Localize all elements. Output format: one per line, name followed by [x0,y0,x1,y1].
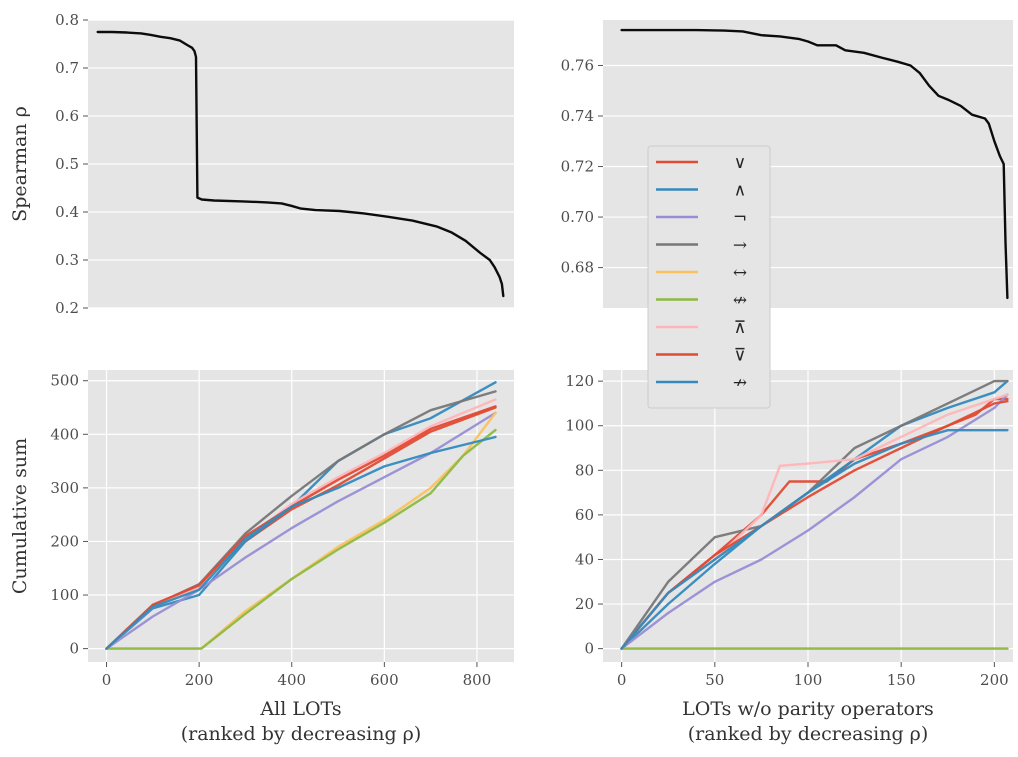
x-tick-label: 50 [705,671,724,689]
y-tick-label: 0 [584,640,594,658]
x-tick-label: 0 [102,671,112,689]
y-tick-label: 0.6 [55,107,79,125]
x-axis-label: LOTs w/o parity operators [682,698,934,720]
y-tick-label: 500 [50,372,79,390]
x-tick-label: 600 [370,671,399,689]
x-tick-label: 200 [980,671,1009,689]
series-line-→ [620,379,1009,650]
y-tick-label: 0.4 [55,203,79,221]
legend-label: ↔ [733,263,747,283]
x-tick-label: 0 [617,671,627,689]
x-axis-label-line2: (ranked by decreasing ρ) [181,723,422,745]
y-tick-label: 0.68 [561,259,594,277]
series-line-¬ [105,411,497,650]
x-tick-label: 100 [794,671,823,689]
legend-frame [647,145,771,409]
x-tick-label: 200 [185,671,214,689]
x-tick-label: 400 [277,671,306,689]
y-tick-label: 0.7 [55,59,79,77]
x-axis-label: All LOTs [259,698,341,720]
x-axis-label-line2: (ranked by decreasing ρ) [688,723,929,745]
y-tick-label: 0.72 [561,158,594,176]
y-tick-label: 120 [565,372,594,390]
y-tick-label: 0 [69,640,79,658]
panel-top-left: 0.2 0.3 0.4 0.5 0.6 0.7 0.8 Spearman ρ [9,11,514,317]
series-line-↛ [620,429,1009,650]
series-group [620,379,1009,650]
series-group [620,28,1009,300]
series-line-↛ [105,435,497,650]
legend-label: ⊽ [734,346,746,366]
series-line-↮ [105,428,497,650]
legend: ∨ ∧ ¬ → ↔ ↮ ⊼ ⊽ ↛ [647,145,771,409]
series-group [96,30,505,298]
y-tick-label: 0.2 [55,299,79,317]
legend-label: ↛ [733,373,747,393]
series-line [96,30,505,298]
x-tick-label: 800 [463,671,492,689]
y-tick-label: 100 [50,586,79,604]
legend-label: ¬ [733,208,747,228]
panel-bottom-left: 0 100 200 300 400 500 0 200 400 600 800 Cumulative … [9,370,514,745]
y-tick-label: 400 [50,425,79,443]
y-tick-label: 0.70 [561,208,594,226]
y-axis-label: Cumulative sum [9,438,31,594]
y-tick-label: 0.5 [55,155,79,173]
y-axis-label: Spearman ρ [9,106,31,222]
y-tick-label: 0.74 [561,107,594,125]
series-group [105,381,497,650]
y-tick-label: 60 [575,506,594,524]
legend-label: → [733,236,747,256]
panel-bottom-right: 0 20 40 60 80 100 120 0 50 100 150 200 LOTs w/o pari… [565,370,1013,745]
series-line-⊽ [620,400,1009,650]
y-tick-label: 300 [50,479,79,497]
y-tick-label: 0.3 [55,251,79,269]
series-line [620,28,1009,300]
series-line-¬ [620,393,1009,650]
panel-top-right: 0.68 0.70 0.72 0.74 0.76 [561,20,1013,308]
y-tick-label: 20 [575,595,594,613]
y-tick-label: 80 [575,461,594,479]
y-tick-label: 100 [565,417,594,435]
y-tick-label: 0.76 [561,56,594,74]
y-tick-label: 40 [575,550,594,568]
legend-label: ⊼ [734,318,746,338]
legend-label: ∨ [734,153,746,173]
y-tick-label: 0.8 [55,11,79,29]
legend-label: ↮ [733,291,747,311]
x-tick-label: 150 [887,671,916,689]
series-line-∧ [620,379,1009,650]
legend-label: ∧ [734,181,746,201]
y-tick-label: 200 [50,532,79,550]
